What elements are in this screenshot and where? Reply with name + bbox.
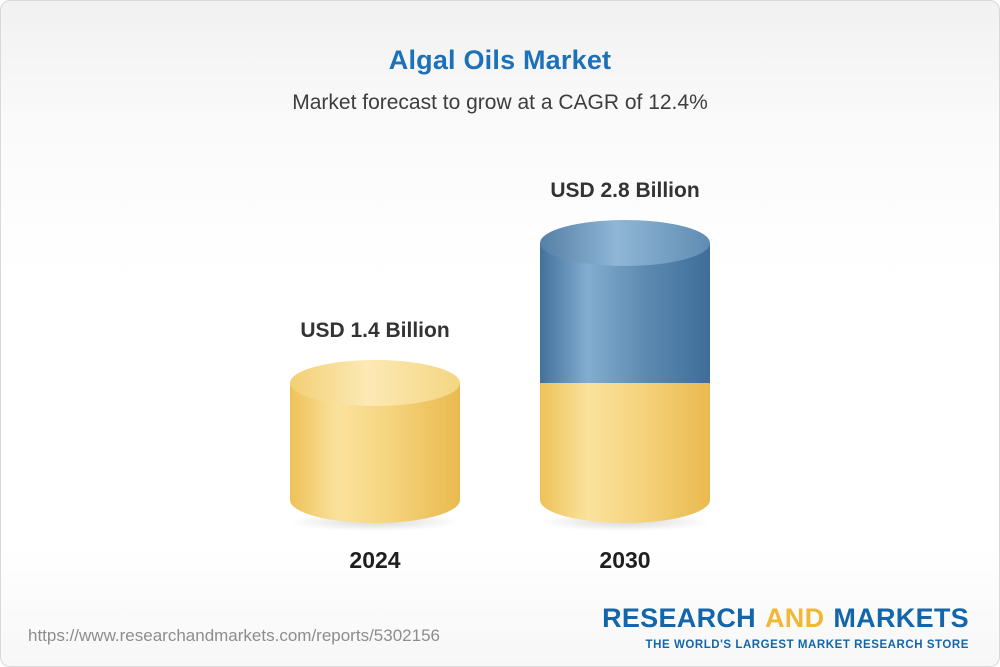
- bar-group-2024: USD 1.4 Billion 2024: [266, 319, 484, 574]
- cylinder-top-ellipse-2024: [290, 360, 460, 406]
- cylinder-bar-2024: [266, 360, 484, 534]
- logo-wordmark: RESEARCH AND MARKETS: [602, 603, 969, 634]
- bar-group-2030: USD 2.8 Billion 2030: [516, 179, 734, 574]
- cylinder-segment-yellow-2030: [540, 383, 710, 523]
- research-and-markets-logo: RESEARCH AND MARKETS THE WORLD'S LARGEST…: [602, 603, 969, 651]
- page-subtitle: Market forecast to grow at a CAGR of 12.…: [292, 91, 708, 114]
- chart-area: USD 1.4 Billion 2024 USD 2.8 Billion 203…: [1, 179, 999, 574]
- logo-word-markets: MARKETS: [833, 603, 969, 633]
- bar-value-label-2024: USD 1.4 Billion: [300, 319, 450, 342]
- page-title: Algal Oils Market: [388, 45, 612, 75]
- logo-word-and: AND: [764, 603, 825, 633]
- cylinder-top-ellipse-2030: [540, 220, 710, 266]
- cylinder-body-2024: [290, 383, 460, 523]
- x-axis-label-2024: 2024: [349, 547, 401, 573]
- logo-tagline: THE WORLD'S LARGEST MARKET RESEARCH STOR…: [645, 639, 969, 651]
- cylinder-segment-blue-2030: [540, 243, 710, 383]
- logo-word-research: RESEARCH: [602, 603, 756, 633]
- report-url: https://www.researchandmarkets.com/repor…: [28, 626, 440, 645]
- cylinder-body-2030: [540, 243, 710, 523]
- cylinder-bar-2030: [516, 220, 734, 534]
- cylinder-segment-yellow-2024: [290, 383, 460, 523]
- bar-value-label-2030: USD 2.8 Billion: [550, 179, 700, 202]
- x-axis-label-2030: 2030: [599, 547, 651, 573]
